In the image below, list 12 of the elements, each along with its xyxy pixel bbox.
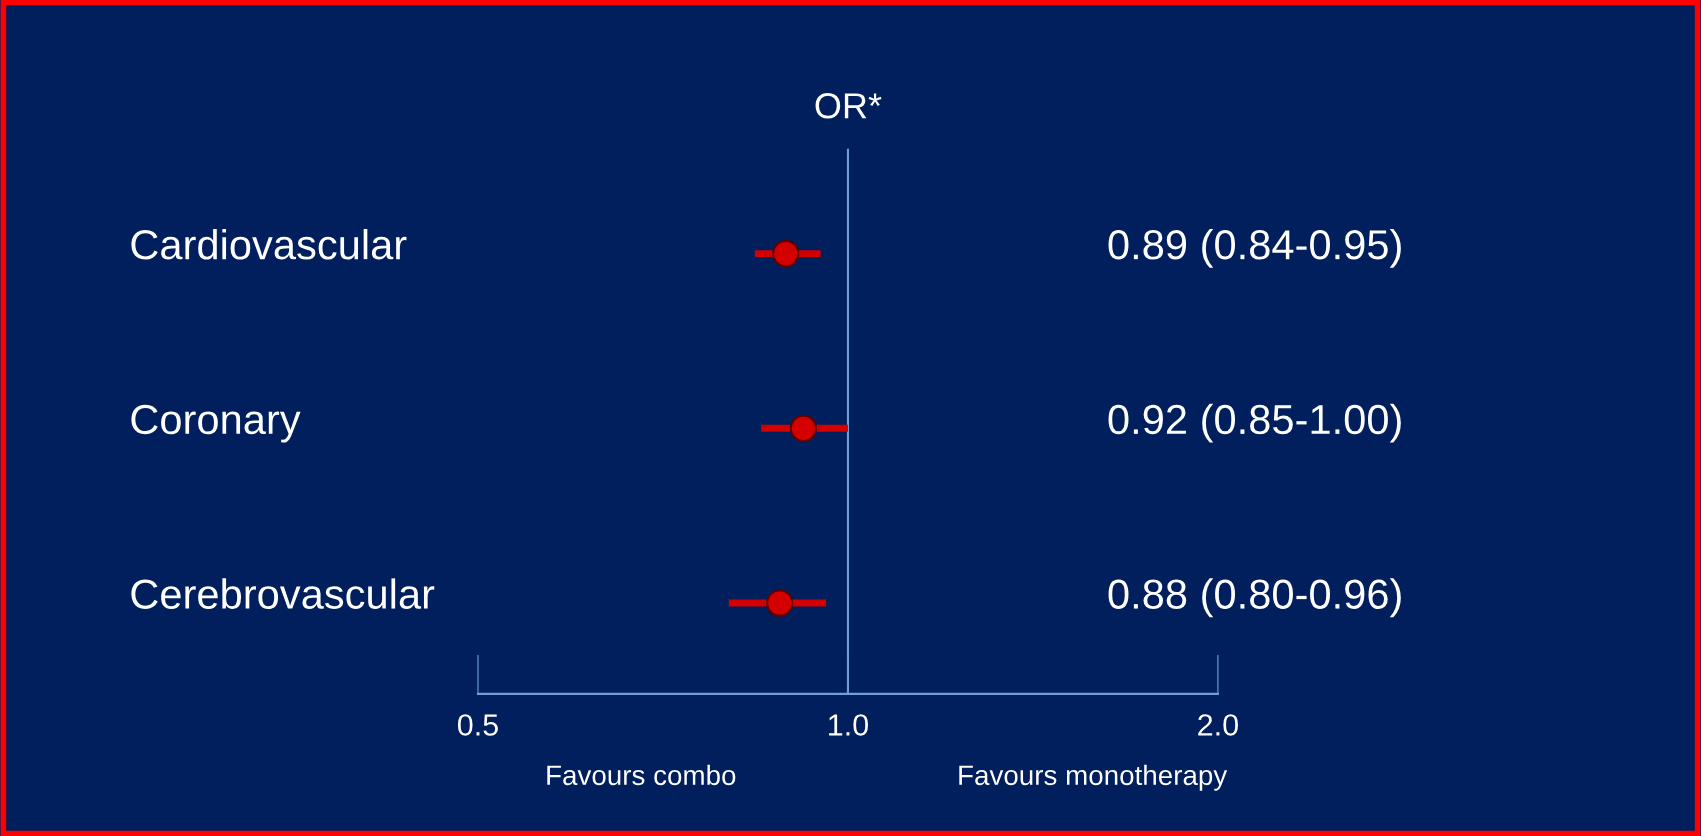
text: Favours monotherapy: [959, 764, 1228, 791]
text: Favours combo: [547, 764, 736, 786]
data-label: 0.89 (0.84-0.95): [1108, 228, 1401, 268]
chart-title: OR*: [815, 93, 882, 119]
x-tick-label: 1.0: [829, 714, 868, 736]
data-label: 0.92 (0.85-1.00): [1108, 403, 1401, 443]
y-tick-label: Cardiovascular: [131, 228, 407, 260]
y-tick-label: Coronary: [131, 404, 301, 443]
x-tick-label: 2.0: [1198, 714, 1238, 736]
x-tick-label: 0.5: [457, 714, 498, 736]
data-label: 0.88 (0.80-0.96): [1108, 578, 1401, 618]
y-tick-label: Cerebrovascular: [131, 578, 435, 609]
